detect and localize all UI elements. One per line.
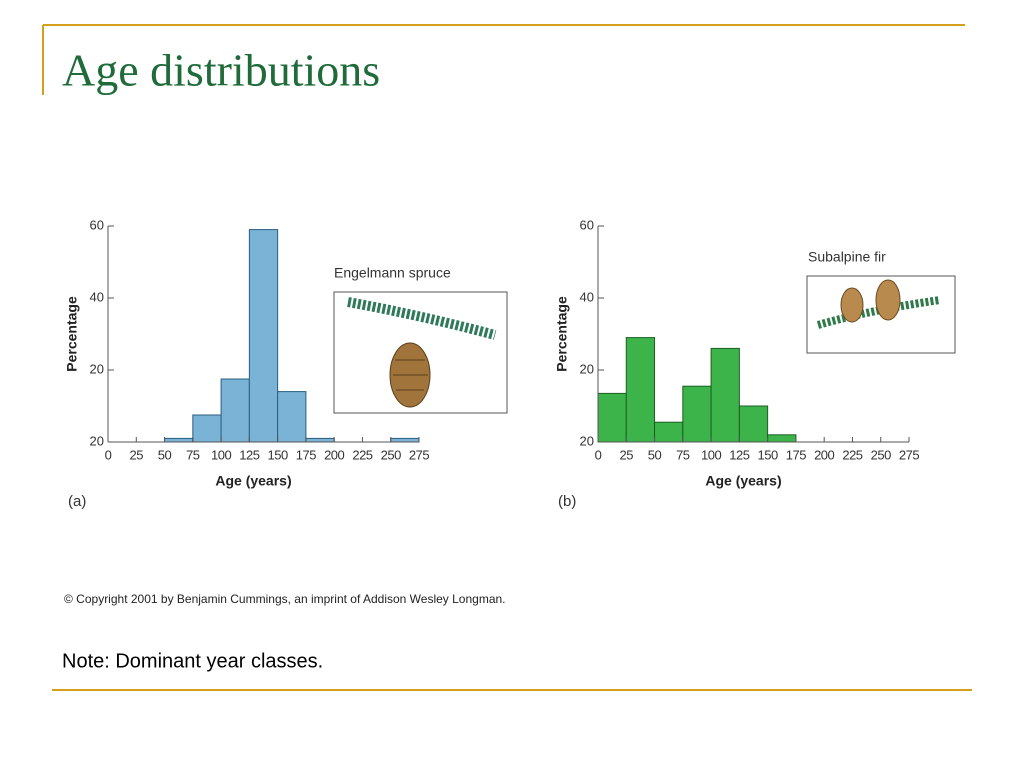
fir-illustration (806, 275, 956, 354)
x-tick-label: 75 (676, 447, 690, 462)
y-tick-label: 60 (90, 217, 104, 232)
x-tick-label: 150 (758, 447, 778, 462)
image-caption: Subalpine fir (808, 249, 886, 265)
x-tick-label: 125 (729, 447, 749, 462)
x-tick-label: 100 (701, 447, 721, 462)
x-tick-label: 250 (871, 447, 891, 462)
x-tick-label: 25 (620, 447, 634, 462)
panel-label: (b) (558, 493, 576, 510)
note: Note: Dominant year classes. (62, 650, 323, 672)
image-caption: Engelmann spruce (334, 265, 451, 281)
x-tick-label: 225 (352, 447, 372, 462)
spruce-illustration (333, 291, 508, 414)
bar (220, 378, 250, 443)
x-tick-label: 50 (158, 447, 172, 462)
x-tick-label: 100 (211, 447, 231, 462)
y-axis-label: Percentage (554, 296, 570, 372)
bar (738, 405, 769, 443)
bar (192, 414, 222, 443)
bar (390, 437, 420, 443)
x-tick-label: 125 (239, 447, 259, 462)
y-tick-label: 40 (580, 289, 594, 304)
x-tick-label: 75 (186, 447, 200, 462)
x-axis-label: Age (years) (705, 473, 781, 489)
x-tick-label: 250 (381, 447, 401, 462)
y-tick-label: 20 (90, 361, 104, 376)
bar (654, 421, 684, 443)
x-axis-label: Age (years) (215, 473, 291, 489)
copyright: © Copyright 2001 by Benjamin Cummings, a… (64, 592, 506, 606)
x-tick-label: 50 (648, 447, 662, 462)
y-tick-label: 20 (90, 433, 104, 448)
bar (710, 347, 740, 443)
y-tick-label: 40 (90, 289, 104, 304)
bar (625, 337, 656, 443)
bar (248, 229, 279, 443)
bar (767, 434, 797, 443)
x-tick-label: 150 (268, 447, 288, 462)
x-tick-label: 200 (814, 447, 834, 462)
x-tick-label: 0 (105, 447, 112, 462)
bar (597, 392, 627, 443)
y-tick-label: 20 (580, 361, 594, 376)
x-tick-label: 175 (296, 447, 316, 462)
x-tick-label: 175 (786, 447, 806, 462)
y-tick-label: 60 (580, 217, 594, 232)
x-tick-label: 225 (842, 447, 862, 462)
bar (277, 391, 307, 443)
y-axis-label: Percentage (64, 296, 80, 372)
x-tick-label: 0 (595, 447, 602, 462)
bar (682, 385, 712, 443)
x-tick-label: 275 (409, 447, 429, 462)
x-tick-label: 275 (899, 447, 919, 462)
slide-title: Age distributions (62, 45, 380, 96)
y-tick-label: 20 (580, 433, 594, 448)
panel-label: (a) (68, 493, 86, 510)
bar (164, 437, 194, 443)
x-tick-label: 25 (130, 447, 144, 462)
x-tick-label: 200 (324, 447, 344, 462)
bar (305, 437, 335, 443)
